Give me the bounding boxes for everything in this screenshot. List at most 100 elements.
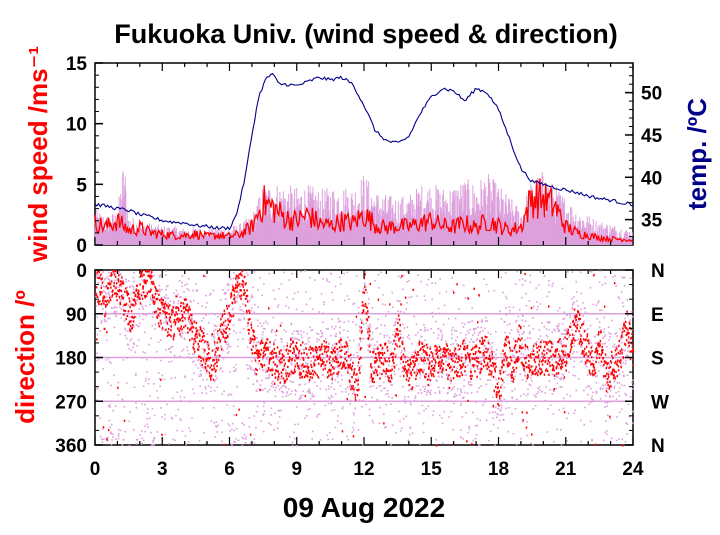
gust-direction-point — [576, 300, 578, 302]
gust-direction-point — [610, 374, 612, 376]
gust-direction-point — [590, 287, 592, 289]
gust-direction-point — [343, 273, 345, 275]
mean-direction-point — [389, 360, 391, 362]
mean-direction-point — [423, 359, 425, 361]
gust-direction-point — [388, 311, 390, 313]
mean-direction-point — [135, 294, 137, 296]
mean-direction-point — [351, 386, 353, 388]
gust-direction-point — [627, 315, 629, 317]
mean-direction-point — [224, 313, 226, 315]
mean-direction-point — [372, 381, 374, 383]
mean-direction-point — [268, 369, 270, 371]
mean-direction-point — [415, 360, 417, 362]
mean-direction-point — [393, 359, 395, 361]
gust-direction-point — [290, 393, 292, 395]
gust-direction-point — [144, 404, 146, 406]
mean-direction-point — [162, 302, 164, 304]
mean-direction-point — [481, 363, 483, 365]
mean-direction-point — [400, 324, 402, 326]
mean-direction-point — [376, 359, 378, 361]
gust-direction-point — [508, 431, 510, 433]
gust-direction-point — [621, 384, 623, 386]
gust-direction-point — [335, 286, 337, 288]
mean-direction-point — [331, 373, 333, 375]
gust-direction-point — [232, 309, 234, 311]
gust-direction-point — [583, 390, 585, 392]
gust-direction-point — [336, 333, 338, 335]
gust-direction-point — [472, 341, 474, 343]
gust-direction-point — [590, 421, 592, 423]
gust-direction-point — [274, 390, 276, 392]
gust-direction-point — [161, 329, 163, 331]
gust-direction-point — [600, 389, 602, 391]
gust-direction-point — [108, 293, 110, 295]
gust-direction-point — [361, 406, 363, 408]
gust-direction-point — [479, 357, 481, 359]
mean-direction-point — [99, 271, 101, 273]
gust-direction-point — [530, 281, 532, 283]
gust-direction-point — [420, 329, 422, 331]
gust-direction-point — [494, 445, 496, 447]
gust-direction-point — [606, 430, 608, 432]
gust-direction-point — [578, 339, 580, 341]
gust-direction-point — [188, 356, 190, 358]
gust-direction-point — [437, 338, 439, 340]
gust-direction-point — [619, 412, 621, 414]
mean-direction-point — [290, 343, 292, 345]
gust-direction-point — [390, 341, 392, 343]
gust-direction-point — [270, 414, 272, 416]
mean-direction-point — [341, 346, 343, 348]
gust-direction-point — [382, 358, 384, 360]
mean-direction-point — [250, 434, 252, 436]
gust-direction-point — [460, 429, 462, 431]
gust-direction-point — [524, 371, 526, 373]
mean-direction-point — [101, 291, 103, 293]
gust-direction-point — [206, 302, 208, 304]
mean-direction-point — [358, 379, 360, 381]
gust-direction-point — [127, 330, 129, 332]
gust-direction-point — [599, 326, 601, 328]
gust-direction-point — [238, 318, 240, 320]
gust-direction-point — [118, 429, 120, 431]
gust-direction-point — [294, 438, 296, 440]
mean-direction-point — [352, 385, 354, 387]
gust-direction-point — [103, 439, 105, 441]
gust-direction-point — [390, 403, 392, 405]
gust-direction-point — [337, 420, 339, 422]
gust-direction-point — [536, 301, 538, 303]
gust-direction-point — [340, 283, 342, 285]
mean-direction-point — [170, 329, 172, 331]
gust-direction-point — [485, 317, 487, 319]
gust-direction-point — [448, 416, 450, 418]
gust-direction-point — [469, 428, 471, 430]
gust-direction-point — [489, 352, 491, 354]
mean-direction-point — [279, 361, 281, 363]
gust-direction-point — [372, 420, 374, 422]
gust-direction-point — [345, 391, 347, 393]
gust-direction-point — [262, 389, 264, 391]
mean-direction-point — [336, 343, 338, 345]
mean-direction-point — [475, 353, 477, 355]
gust-direction-point — [326, 435, 328, 437]
gust-direction-point — [576, 351, 578, 353]
gust-direction-point — [423, 423, 425, 425]
gust-direction-point — [400, 311, 402, 313]
gust-direction-point — [289, 279, 291, 281]
mean-direction-point — [226, 326, 228, 328]
gust-direction-point — [527, 364, 529, 366]
mean-direction-point — [216, 365, 218, 367]
mean-direction-point — [249, 318, 251, 320]
mean-direction-point — [292, 372, 294, 374]
gust-direction-point — [369, 415, 371, 417]
gust-direction-point — [205, 295, 207, 297]
gust-direction-point — [632, 316, 634, 318]
gust-direction-point — [237, 339, 239, 341]
gust-direction-point — [202, 407, 204, 409]
gust-direction-point — [281, 283, 283, 285]
gust-direction-point — [342, 407, 344, 409]
mean-direction-point — [296, 357, 298, 359]
gust-direction-point — [565, 330, 567, 332]
gust-direction-point — [330, 335, 332, 337]
gust-direction-point — [274, 412, 276, 414]
gust-direction-point — [380, 367, 382, 369]
